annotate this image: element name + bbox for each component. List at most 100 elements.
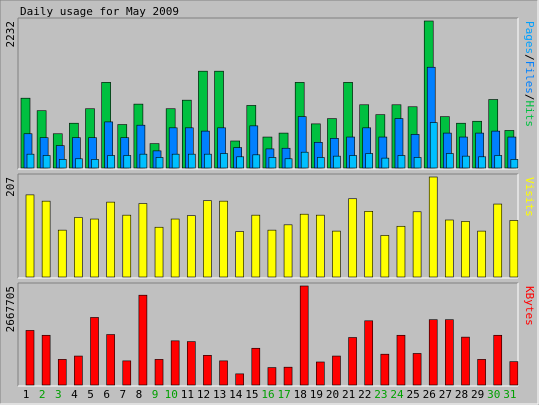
bar-visits-day-2: [41, 200, 51, 278]
bar-pages-day-2: [42, 155, 51, 169]
day-label-16: 16: [261, 388, 274, 401]
series-legend-label: Visits: [523, 177, 536, 217]
bar-kbytes-day-26: [428, 319, 438, 386]
bar-visits-day-12: [203, 200, 212, 278]
legend-part: /: [523, 54, 536, 61]
day-label-21: 21: [342, 388, 355, 401]
bar-visits-day-19: [316, 214, 325, 278]
bar-pages-day-28: [462, 155, 470, 169]
legend-part: Pages: [523, 21, 536, 54]
day-label-7: 7: [120, 388, 127, 401]
bar-visits-day-21: [348, 198, 357, 278]
day-label-26: 26: [423, 388, 436, 401]
day-label-24: 24: [390, 388, 404, 401]
day-label-30: 30: [487, 388, 500, 401]
bar-kbytes-day-13: [219, 360, 228, 386]
bar-pages-day-3: [58, 159, 67, 169]
panel-kbytes: 2667705 KBytes: [4, 282, 536, 387]
series-legend-label: KBytes: [523, 286, 536, 326]
day-label-2: 2: [39, 388, 46, 401]
day-label-14: 14: [229, 388, 243, 401]
bar-visits-day-24: [396, 225, 406, 278]
bar-kbytes-day-4: [74, 355, 83, 386]
bar-visits-day-1: [25, 194, 35, 278]
bar-pages-day-13: [220, 153, 228, 169]
day-label-31: 31: [503, 388, 516, 401]
day-label-6: 6: [103, 388, 110, 401]
bar-kbytes-day-5: [90, 317, 99, 386]
bar-pages-day-14: [236, 156, 244, 169]
bar-kbytes-day-24: [396, 334, 406, 386]
bar-kbytes-day-30: [493, 334, 503, 386]
legend-part: Hits: [523, 101, 536, 128]
legend-part: KBytes: [523, 286, 536, 326]
day-label-11: 11: [181, 388, 194, 401]
day-label-5: 5: [87, 388, 94, 401]
bar-visits-day-20: [332, 230, 341, 278]
bar-visits-day-29: [477, 230, 486, 278]
bar-pages-day-24: [397, 155, 406, 169]
bar-pages-day-8: [139, 153, 148, 169]
bar-kbytes-day-18: [299, 285, 309, 386]
bar-kbytes-day-3: [57, 359, 67, 386]
bar-pages-day-6: [107, 155, 115, 169]
bar-visits-day-3: [57, 229, 67, 278]
bar-pages-day-11: [187, 153, 196, 169]
legend-part: Files: [523, 61, 536, 94]
bar-visits-day-23: [380, 235, 390, 278]
bar-kbytes-day-11: [186, 341, 196, 386]
bar-kbytes-day-28: [461, 336, 470, 386]
bar-kbytes-day-20: [332, 355, 341, 386]
series-legend-label: Pages/Files/Hits: [523, 21, 536, 127]
legend-part: /: [523, 94, 536, 101]
bar-kbytes-day-8: [138, 294, 148, 386]
day-label-4: 4: [71, 388, 78, 401]
bar-kbytes-day-19: [316, 361, 325, 386]
bar-visits-day-26: [428, 176, 438, 278]
bar-kbytes-day-29: [477, 359, 486, 386]
bar-kbytes-day-14: [235, 373, 244, 386]
bar-visits-day-30: [493, 203, 503, 278]
bar-pages-day-15: [252, 154, 261, 169]
bar-kbytes-day-6: [106, 334, 115, 386]
day-label-10: 10: [165, 388, 178, 401]
bar-kbytes-day-17: [283, 366, 293, 386]
bar-kbytes-day-1: [25, 330, 35, 386]
bar-pages-day-5: [91, 159, 99, 169]
day-label-15: 15: [245, 388, 258, 401]
bar-visits-day-18: [299, 213, 309, 278]
chart-title: Daily usage for May 2009: [20, 5, 179, 18]
day-label-12: 12: [197, 388, 210, 401]
day-label-1: 1: [23, 388, 30, 401]
bar-pages-day-19: [317, 157, 325, 169]
day-label-18: 18: [294, 388, 307, 401]
bar-pages-day-20: [333, 155, 341, 169]
day-label-13: 13: [213, 388, 226, 401]
bar-visits-day-22: [364, 210, 374, 278]
bar-pages-day-16: [268, 157, 277, 169]
bar-pages-day-26: [429, 122, 438, 169]
bar-visits-day-11: [186, 215, 196, 278]
bar-visits-day-6: [106, 201, 115, 278]
bar-visits-day-10: [170, 218, 180, 278]
day-label-8: 8: [136, 388, 143, 401]
day-label-9: 9: [152, 388, 159, 401]
bar-visits-day-4: [74, 217, 83, 278]
bar-visits-day-16: [267, 229, 277, 278]
bar-visits-day-7: [122, 214, 132, 278]
bar-kbytes-day-10: [170, 340, 180, 386]
bar-visits-day-25: [412, 211, 422, 278]
bar-pages-day-30: [494, 155, 503, 169]
bar-kbytes-day-27: [445, 319, 454, 386]
y-max-label: 2667705: [4, 286, 17, 332]
day-axis-labels: 1 2 3 4 5 6 7 8 9 10 11 12 13 14 15 16 17 18 19 20 21 22 23 24 2…: [23, 388, 517, 401]
bar-pages-day-18: [300, 151, 309, 169]
bar-visits-day-15: [251, 214, 261, 278]
bar-visits-day-27: [445, 219, 454, 278]
bar-pages-day-21: [349, 155, 357, 169]
bar-kbytes-day-31: [509, 361, 519, 386]
day-label-23: 23: [374, 388, 387, 401]
legend-part: Visits: [523, 177, 536, 217]
